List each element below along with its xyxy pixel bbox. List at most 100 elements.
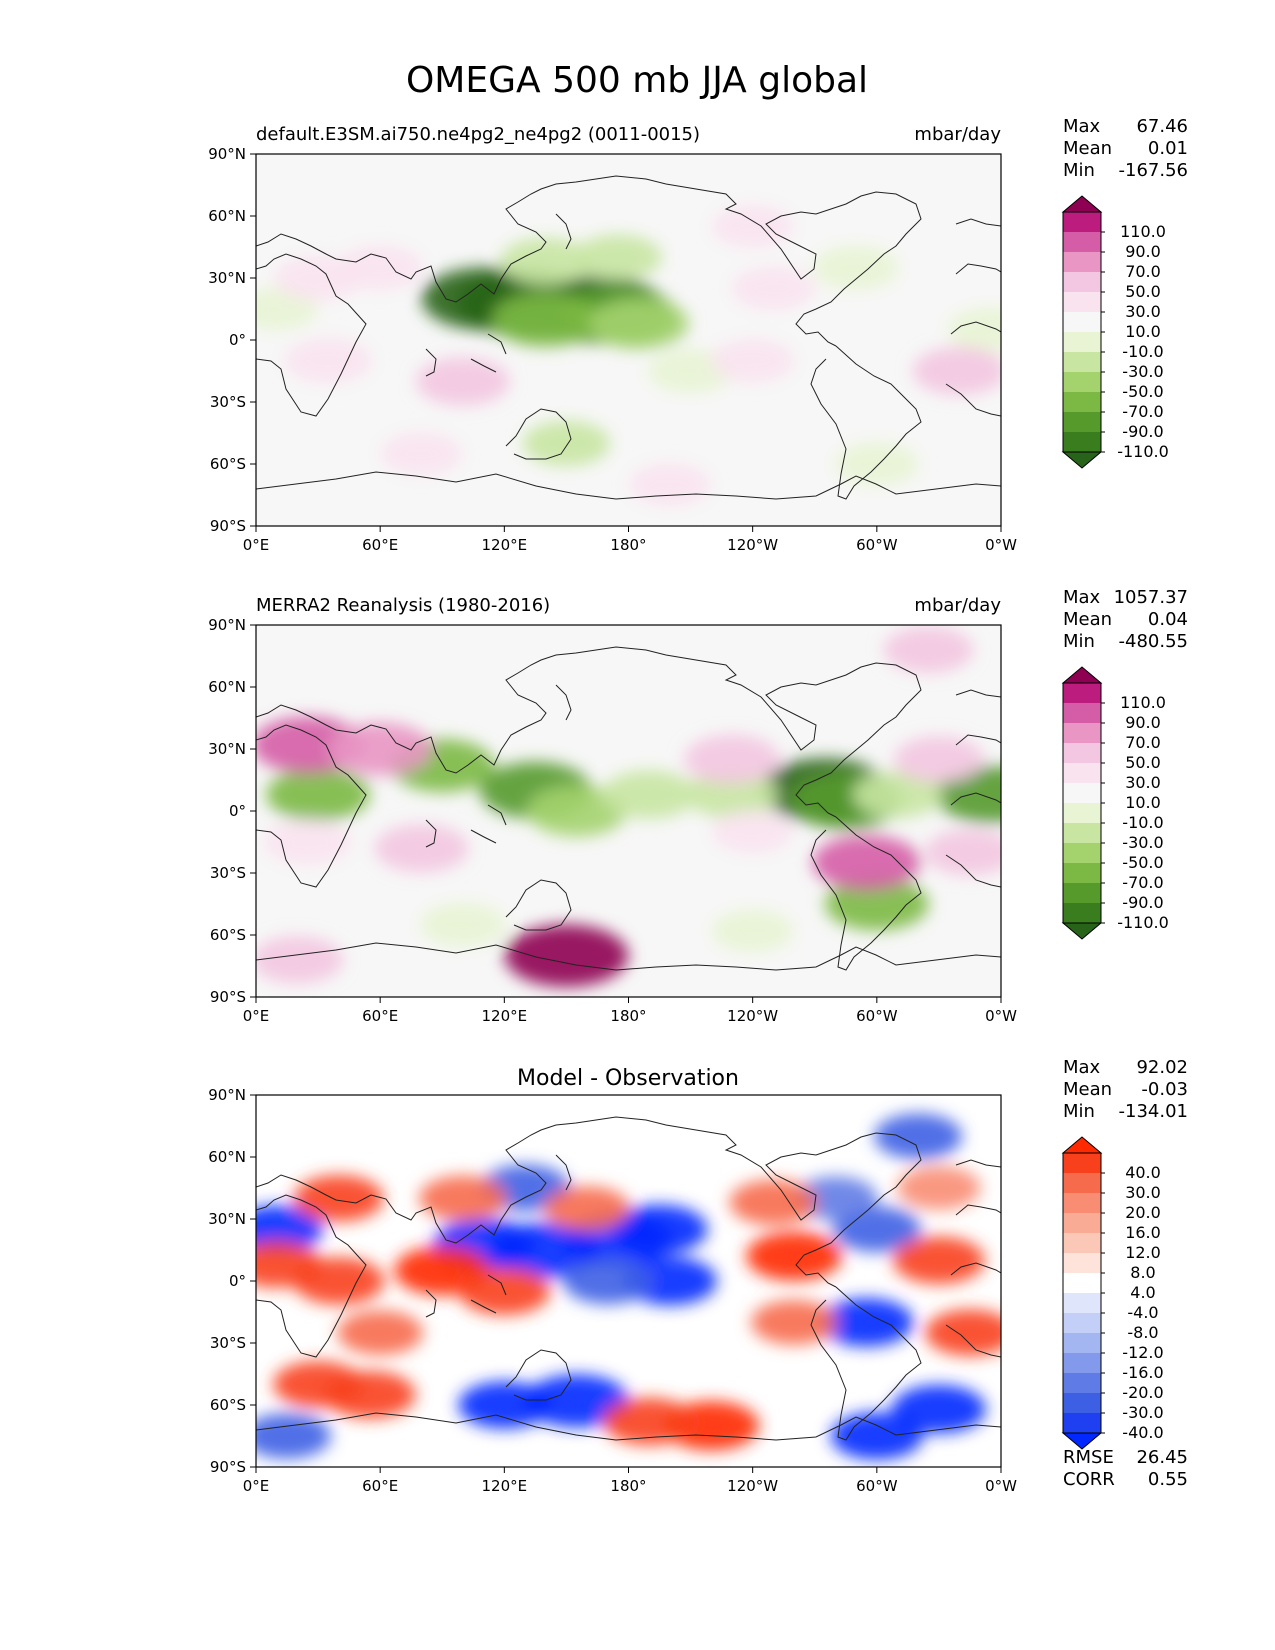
colorbar-tick-label: 10.0 xyxy=(1125,793,1161,812)
colorbar: 40.030.020.016.012.08.04.0-4.0-8.0-12.0-… xyxy=(1061,1136,1164,1450)
svg-text:Min: Min xyxy=(1063,631,1095,652)
colorbar-segment xyxy=(1063,1153,1101,1173)
lat-tick-label: 60°S xyxy=(210,926,246,944)
lat-tick-label: 90°S xyxy=(210,988,246,1006)
field-patch xyxy=(622,1256,717,1306)
lat-tick-label: 30°N xyxy=(208,1210,246,1228)
svg-text:Mean: Mean xyxy=(1063,609,1112,630)
lon-tick-label: 120°E xyxy=(482,1477,528,1495)
field-patch xyxy=(602,770,697,819)
lat-tick-label: 30°N xyxy=(208,269,246,287)
lon-tick-label: 60°E xyxy=(362,536,398,554)
colorbar-tick-label: 90.0 xyxy=(1125,242,1161,261)
lat-tick-label: 0° xyxy=(229,331,246,349)
colorbar-tick-label: 40.0 xyxy=(1125,1163,1161,1182)
panel-center-title: Model - Observation xyxy=(517,1066,739,1091)
colorbar-segment xyxy=(1063,863,1101,883)
colorbar-segment xyxy=(1063,1293,1101,1313)
field-patch xyxy=(896,1166,981,1210)
data-field xyxy=(256,626,1001,987)
field-patch xyxy=(603,1397,696,1446)
colorbar-tick-label: 30.0 xyxy=(1125,302,1161,321)
colorbar-cap-top xyxy=(1061,195,1103,213)
field-patch xyxy=(813,245,900,290)
colorbar-tick-label: -30.0 xyxy=(1122,1403,1163,1422)
panel-units: mbar/day xyxy=(914,124,1001,145)
colorbar-cap-top xyxy=(1061,1136,1103,1154)
lat-tick-label: 30°S xyxy=(210,1334,246,1352)
field-patch xyxy=(419,902,506,947)
map-axes: 90°N 60°N 30°N 0° 30°S 60°S 90°S0°E 60°E 120°E 18… xyxy=(208,145,1017,554)
colorbar-tick-label: -10.0 xyxy=(1122,342,1163,361)
field-patch xyxy=(415,357,510,406)
colorbar-cap-bottom xyxy=(1061,451,1103,469)
field-patch xyxy=(504,924,629,987)
field-patch xyxy=(711,810,794,854)
lon-tick-label: 180° xyxy=(610,1477,646,1495)
lon-tick-label: 0°E xyxy=(243,1477,270,1495)
colorbar-segment xyxy=(1063,392,1101,412)
field-patch xyxy=(683,734,780,784)
svg-text:Max: Max xyxy=(1063,1057,1101,1078)
svg-text:26.45: 26.45 xyxy=(1136,1447,1188,1468)
field-patch xyxy=(418,1175,507,1222)
field-patch xyxy=(912,346,1001,396)
colorbar-tick-label: -8.0 xyxy=(1127,1323,1158,1342)
colorbar-tick-label: 4.0 xyxy=(1130,1283,1155,1302)
lat-tick-label: 30°N xyxy=(208,740,246,758)
colorbar-segment xyxy=(1063,1253,1101,1273)
stat-min: Min -167.56 xyxy=(1063,160,1188,181)
field-patch xyxy=(293,1175,384,1222)
lat-tick-label: 0° xyxy=(229,1272,246,1290)
colorbar-segment xyxy=(1063,232,1101,252)
colorbar-tick-label: 30.0 xyxy=(1125,773,1161,792)
colorbar-cap-bottom xyxy=(1061,922,1103,940)
svg-text:Max: Max xyxy=(1063,116,1101,137)
panel-left-title: default.E3SM.ai750.ne4pg2_ne4pg2 (0011-0… xyxy=(256,124,700,145)
map-axes: 90°N 60°N 30°N 0° 30°S 60°S 90°S0°E 60°E 120°E 18… xyxy=(208,616,1017,1025)
colorbar-segment xyxy=(1063,372,1101,392)
colorbar-segment xyxy=(1063,903,1101,923)
stat-mean: Mean 0.01 xyxy=(1063,138,1188,159)
colorbar-tick-label: -70.0 xyxy=(1122,873,1163,892)
field-patch xyxy=(562,1257,653,1305)
svg-text:0.04: 0.04 xyxy=(1148,609,1188,630)
panel-units: mbar/day xyxy=(914,595,1001,616)
colorbar-tick-label: -30.0 xyxy=(1122,362,1163,381)
colorbar-segment xyxy=(1063,803,1101,823)
lat-tick-label: 90°N xyxy=(208,145,246,163)
svg-text:-0.03: -0.03 xyxy=(1141,1079,1188,1100)
field-patch xyxy=(711,204,794,248)
colorbar-tick-label: 8.0 xyxy=(1130,1263,1155,1282)
field-patch xyxy=(746,1231,843,1281)
colorbar-tick-label: 90.0 xyxy=(1125,713,1161,732)
colorbar-segment xyxy=(1063,683,1101,703)
stat-min: Min -480.55 xyxy=(1063,631,1188,652)
colorbar-segment xyxy=(1063,1213,1101,1233)
field-patch xyxy=(256,1205,323,1254)
lat-tick-label: 60°N xyxy=(208,207,246,225)
svg-text:1057.37: 1057.37 xyxy=(1114,587,1188,608)
field-patch xyxy=(522,420,611,467)
colorbar-segment xyxy=(1063,352,1101,372)
field-patch xyxy=(628,463,711,507)
colorbar: 110.090.070.050.030.010.0-10.0-30.0-50.0… xyxy=(1061,195,1169,469)
field-patch xyxy=(323,1370,416,1419)
field-patch xyxy=(611,1204,708,1254)
stat-mean: Mean 0.04 xyxy=(1063,609,1188,630)
colorbar-segment xyxy=(1063,1333,1101,1353)
field-patch xyxy=(685,770,778,819)
colorbar-segment xyxy=(1063,1233,1101,1253)
field-patch xyxy=(374,824,469,873)
colorbar-segment xyxy=(1063,823,1101,843)
colorbar-segment xyxy=(1063,332,1101,352)
field-patch xyxy=(874,1113,963,1160)
lon-tick-label: 60°E xyxy=(362,1007,398,1025)
lat-tick-label: 60°S xyxy=(210,1396,246,1414)
field-patch xyxy=(256,1241,322,1288)
field-patch xyxy=(380,432,463,476)
lon-tick-label: 0°W xyxy=(985,1477,1017,1495)
field-patch xyxy=(284,337,373,384)
colorbar-segment xyxy=(1063,783,1101,803)
svg-text:Max: Max xyxy=(1063,587,1101,608)
